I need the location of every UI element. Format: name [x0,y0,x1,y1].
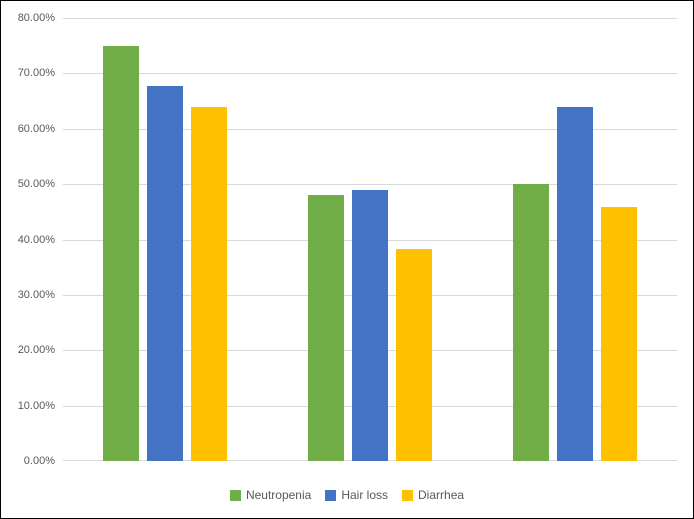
y-axis-tick-label: 60.00% [17,122,55,135]
legend-swatch-icon [402,489,414,501]
bar-group-2 [268,18,473,461]
legend-item-hair-loss: Hair loss [325,488,388,502]
gridline [63,128,677,130]
bar-neutropenia [103,45,140,461]
legend-swatch-icon [325,489,337,501]
bar-hair-loss [352,190,388,461]
bar-diarrhea [191,106,228,461]
legend-swatch-icon [229,489,241,501]
plot-area [63,18,677,461]
y-axis-tick-label: 30.00% [17,288,55,301]
legend-label: Neutropenia [245,488,312,502]
y-axis-tick-label: 0.00% [23,455,55,467]
bar-diarrhea [396,249,432,461]
bar-group-3 [472,18,677,461]
legend-item-diarrhea: Diarrhea [402,488,464,502]
bar-neutropenia [308,195,344,461]
y-axis-tick-label: 20.00% [17,344,55,357]
y-axis-tick-label: 10.00% [17,399,55,412]
bar-hair-loss [147,86,184,461]
legend-label: Hair loss [341,488,389,502]
y-axis-tick-label: 50.00% [17,178,55,191]
y-axis-tick-label: 80.00% [17,12,55,24]
legend-item-neutropenia: Neutropenia [229,488,312,502]
gridline [63,18,677,19]
legend-label: Diarrhea [418,488,465,502]
bar-groups [63,18,677,461]
y-axis-tick-label: 70.00% [17,67,55,80]
bar-neutropenia [512,184,549,461]
y-axis-tick-label: 40.00% [17,233,55,246]
bar-hair-loss [556,107,593,461]
gridline [63,184,677,186]
gridline [63,73,677,75]
bar-diarrhea [600,207,637,461]
y-axis-labels: 0.00% 10.00% 20.00% 30.00% 40.00% 50.00% 60.00… [1,12,55,467]
legend: Neutropenia Hair loss Diarrhea [1,488,693,502]
bar-group-1 [63,18,268,461]
